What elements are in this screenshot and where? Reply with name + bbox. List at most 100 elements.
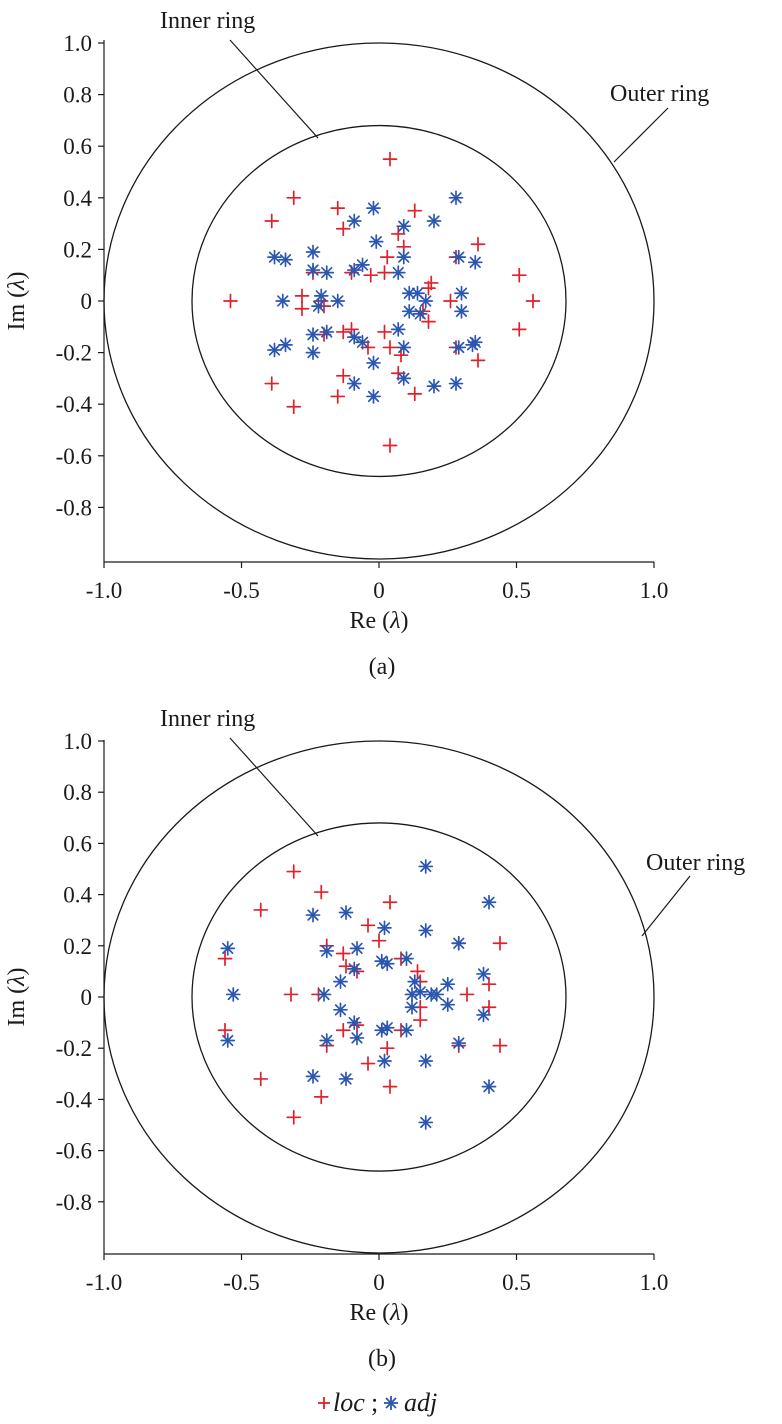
y-tick-label: -0.6	[56, 1139, 92, 1164]
adj-point	[396, 218, 412, 234]
adj-point	[368, 234, 384, 250]
adj-point	[476, 1007, 491, 1023]
loc-point	[335, 1022, 351, 1038]
outer-ring	[103, 42, 655, 560]
loc-point	[511, 267, 527, 283]
adj-point	[305, 262, 321, 278]
panel-a-points	[223, 151, 541, 453]
adj-point	[220, 941, 236, 956]
loc-point	[410, 964, 425, 979]
adj-point	[349, 1030, 365, 1046]
x-tick-label: 0	[373, 1270, 385, 1295]
loc-point	[264, 376, 280, 391]
adj-point	[319, 265, 335, 280]
loc-point	[412, 1012, 428, 1028]
adj-point	[418, 923, 434, 938]
y-tick-label: 0.8	[63, 780, 92, 805]
panel-a-outer-ring-leader	[613, 107, 669, 163]
panel-a: 1.0 0.8 0.6 0.4 0.2 0 -0.2 -0.4 -0.6 -0.8 -1.0 -0.5…	[4, 8, 709, 680]
loc-point	[423, 275, 439, 291]
loc-point	[371, 933, 387, 949]
panel-a-x-axis-label: Re (λ)	[349, 608, 408, 634]
x-tick-label: 0.5	[502, 1270, 531, 1295]
loc-point	[492, 1038, 508, 1053]
adj-point	[379, 1020, 395, 1036]
adj-point	[338, 1071, 354, 1087]
loc-point	[421, 314, 436, 329]
loc-point	[481, 976, 497, 992]
panel-b-y-axis-label: Im (λ)	[4, 967, 30, 1026]
x-tick-label: 1.0	[640, 1270, 669, 1295]
adj-point	[225, 987, 241, 1002]
adj-point	[399, 1022, 414, 1038]
adj-point	[355, 257, 370, 273]
adj-point	[316, 987, 332, 1002]
adj-point	[481, 894, 497, 910]
adj-point	[476, 966, 491, 982]
adj-point	[333, 1002, 348, 1018]
loc-point	[470, 236, 486, 252]
x-tick-label: -0.5	[223, 1270, 259, 1295]
loc-point	[253, 1071, 269, 1087]
adj-point	[346, 329, 362, 345]
loc-point	[511, 322, 527, 337]
y-tick-label: 1.0	[63, 729, 92, 754]
adj-point	[305, 907, 321, 923]
legend-loc-label: loc	[333, 1388, 365, 1417]
adj-point	[396, 340, 412, 355]
adj-point	[440, 976, 456, 992]
panel-a-ticks: 1.0 0.8 0.6 0.4 0.2 0 -0.2 -0.4 -0.6 -0.8 -1.0 -0.5…	[56, 31, 669, 603]
x-tick-label: -0.5	[223, 578, 259, 603]
loc-point	[470, 352, 486, 368]
adj-point	[401, 303, 417, 319]
adj-point	[454, 285, 469, 301]
panel-b: 1.0 0.8 0.6 0.4 0.2 0 -0.2 -0.4 -0.6 -0.8 -1.0 -0.5…	[4, 706, 745, 1372]
x-tick-label: 0.5	[502, 578, 531, 603]
adj-point	[448, 190, 464, 206]
loc-point	[377, 265, 392, 280]
loc-point	[294, 301, 310, 317]
loc-point	[360, 1056, 376, 1071]
loc-point	[379, 1040, 395, 1056]
loc-point	[283, 987, 299, 1002]
panel-a-rings	[103, 42, 655, 560]
adj-point	[451, 935, 467, 951]
panel-a-caption: (a)	[369, 654, 396, 680]
adj-point	[346, 961, 362, 977]
loc-point	[313, 884, 329, 900]
loc-point	[379, 249, 395, 265]
adj-point	[305, 345, 321, 360]
adj-point	[346, 1015, 362, 1030]
adj-point	[451, 1035, 467, 1051]
loc-point	[443, 293, 458, 309]
y-tick-label: -0.6	[56, 444, 92, 469]
adj-point	[390, 265, 406, 280]
adj-point	[319, 1033, 335, 1048]
loc-point	[217, 951, 233, 966]
loc-point	[223, 293, 238, 309]
panel-a-inner-ring-leader	[229, 39, 319, 139]
inner-ring	[191, 124, 567, 478]
y-tick-label: 0.6	[63, 831, 92, 856]
adj-point	[448, 376, 464, 391]
y-tick-label: -0.2	[56, 1036, 92, 1061]
adj-point	[355, 334, 370, 350]
adj-point	[349, 941, 365, 956]
adj-point	[426, 378, 442, 394]
adj-point	[396, 249, 412, 265]
adj-point	[412, 984, 428, 1000]
adj-point	[418, 859, 434, 874]
x-tick-label: -1.0	[86, 1270, 122, 1295]
loc-point	[330, 200, 346, 216]
panel-b-outer-ring-label: Outer ring	[646, 850, 745, 876]
adj-point	[377, 920, 392, 936]
adj-point	[379, 956, 395, 972]
loc-point	[313, 1089, 329, 1105]
adj-point	[451, 249, 467, 265]
adj-point	[429, 987, 445, 1002]
adj-point	[220, 1033, 236, 1048]
loc-point	[338, 958, 354, 974]
adj-point	[451, 340, 467, 355]
inner-ring	[191, 822, 567, 1172]
loc-point	[253, 902, 269, 918]
